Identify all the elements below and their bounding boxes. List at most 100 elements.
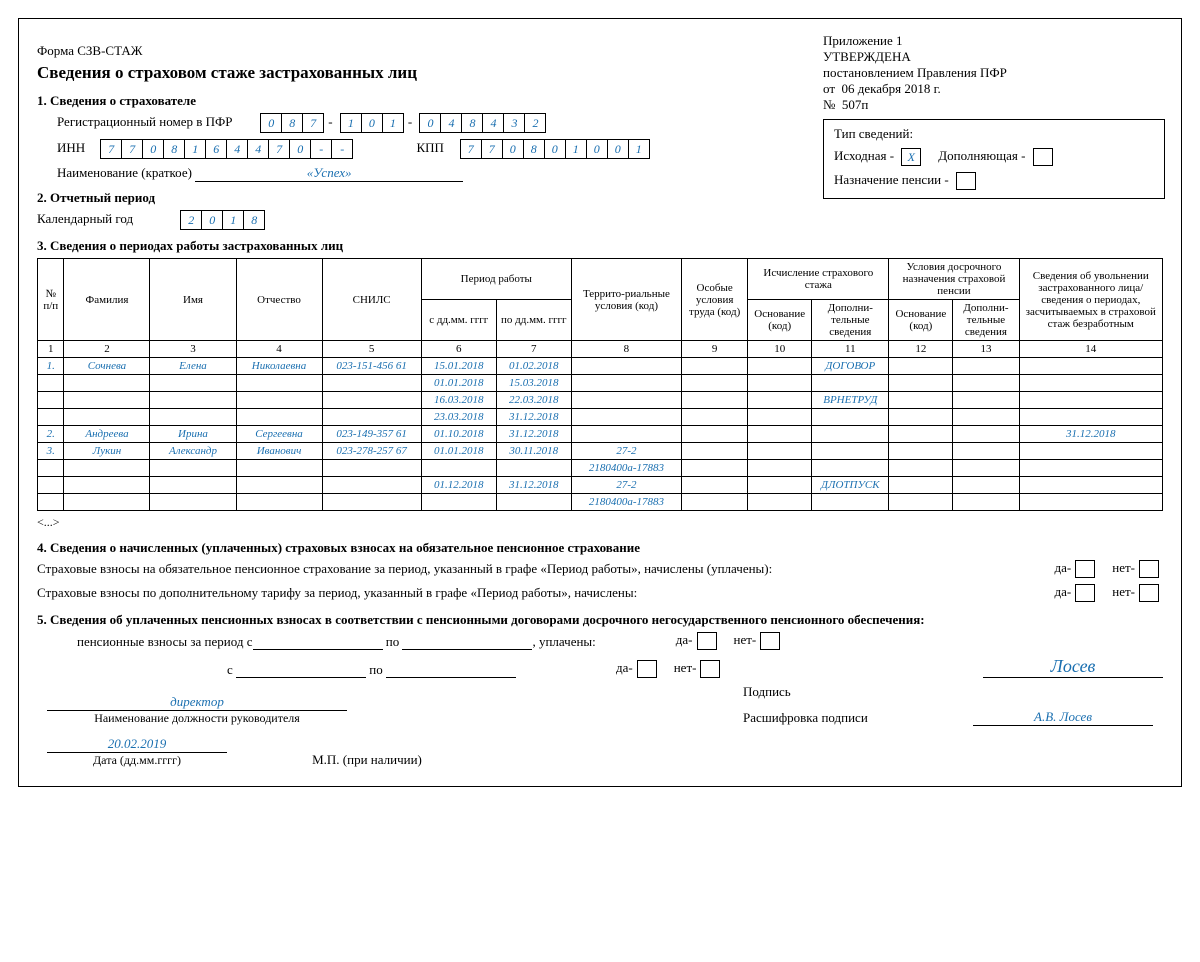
- cell: [236, 494, 322, 511]
- s4-yes1: да-: [1055, 560, 1072, 575]
- digit-cell: -: [331, 139, 353, 159]
- cell: [953, 409, 1019, 426]
- supp-checkbox[interactable]: [1033, 148, 1053, 166]
- digit-cell: 1: [565, 139, 587, 159]
- s4-no2-chk[interactable]: [1139, 584, 1159, 602]
- col-number: 11: [812, 341, 889, 358]
- digit-cell: 8: [243, 210, 265, 230]
- cell: [236, 409, 322, 426]
- digit-cell: 0: [419, 113, 441, 133]
- s5-no1-chk[interactable]: [760, 632, 780, 650]
- cell: [322, 477, 421, 494]
- table-row: 01.12.201831.12.201827-2ДЛОТПУСК: [38, 477, 1163, 494]
- cell: 023-151-456 61: [322, 358, 421, 375]
- s4-no2: нет-: [1112, 584, 1135, 599]
- cell: [1019, 477, 1162, 494]
- cell: [1019, 392, 1162, 409]
- digit-cell: 1: [382, 113, 404, 133]
- cell: [812, 375, 889, 392]
- digit-cell: 1: [222, 210, 244, 230]
- col-number: 10: [748, 341, 812, 358]
- cell: [38, 409, 64, 426]
- cell: [150, 477, 236, 494]
- digit-cell: 0: [142, 139, 164, 159]
- s4-yes2-chk[interactable]: [1075, 584, 1095, 602]
- orig-checkbox[interactable]: X: [901, 148, 921, 166]
- col-name: Имя: [150, 259, 236, 341]
- cell: [682, 358, 748, 375]
- cell: 023-149-357 61: [322, 426, 421, 443]
- reg-part1: 087: [260, 113, 324, 133]
- cell: [322, 494, 421, 511]
- col-patr: Отчество: [236, 259, 322, 341]
- digit-cell: 7: [121, 139, 143, 159]
- cell: [150, 409, 236, 426]
- digit-cell: 2: [180, 210, 202, 230]
- cell: [236, 375, 322, 392]
- digit-cell: 6: [205, 139, 227, 159]
- types-box: Тип сведений: Исходная - X Дополняющая -…: [823, 119, 1165, 199]
- cell: Ирина: [150, 426, 236, 443]
- cell: Сочнева: [64, 358, 150, 375]
- cell: 2180400а-17883: [571, 460, 681, 477]
- reg-part3: 048432: [419, 113, 546, 133]
- cell: [64, 392, 150, 409]
- table-more: <...>: [37, 515, 1163, 530]
- cell: ДОГОВОР: [812, 358, 889, 375]
- cell: [571, 375, 681, 392]
- cell: [571, 409, 681, 426]
- col-period: Период работы: [421, 259, 571, 300]
- s5-yes2-chk[interactable]: [637, 660, 657, 678]
- cell: [812, 460, 889, 477]
- section-5-title: 5. Сведения об уплаченных пенсионных взн…: [37, 612, 1163, 628]
- cell: Александр: [150, 443, 236, 460]
- cell: [38, 460, 64, 477]
- pension-checkbox[interactable]: [956, 172, 976, 190]
- signature-label: Подпись: [743, 684, 963, 700]
- cell: 31.12.2018: [496, 409, 571, 426]
- cell: [1019, 443, 1162, 460]
- digit-cell: 0: [201, 210, 223, 230]
- page-title: Сведения о страховом стаже застрахованны…: [37, 63, 823, 83]
- cell: Андреева: [64, 426, 150, 443]
- s5-from2[interactable]: [236, 677, 366, 678]
- cell: [322, 392, 421, 409]
- supp-label: Дополняющая -: [938, 148, 1025, 163]
- col-number: 14: [1019, 341, 1162, 358]
- cell: [953, 443, 1019, 460]
- col-number: 1: [38, 341, 64, 358]
- digit-cell: 7: [481, 139, 503, 159]
- table-row: 2.АндрееваИринаСергеевна023-149-357 6101…: [38, 426, 1163, 443]
- digit-cell: 7: [460, 139, 482, 159]
- cell: [322, 409, 421, 426]
- table-row: 2180400а-17883: [38, 460, 1163, 477]
- digit-cell: 4: [247, 139, 269, 159]
- form-code: Форма СЗВ-СТАЖ: [37, 43, 823, 59]
- year-label: Календарный год: [37, 211, 177, 227]
- stamp-label: М.П. (при наличии): [237, 752, 497, 768]
- col-to: по дд.мм. гггг: [496, 300, 571, 341]
- s4-no1-chk[interactable]: [1139, 560, 1159, 578]
- cell: [421, 460, 496, 477]
- main-table: № п/п Фамилия Имя Отчество СНИЛС Период …: [37, 258, 1163, 511]
- cell: [682, 426, 748, 443]
- s5-no2-chk[interactable]: [700, 660, 720, 678]
- s5-to2[interactable]: [386, 677, 516, 678]
- s4-no1: нет-: [1112, 560, 1135, 575]
- s5-to1[interactable]: [402, 649, 532, 650]
- cell: [748, 358, 812, 375]
- col-number: 12: [889, 341, 953, 358]
- cell: [571, 426, 681, 443]
- cell: [953, 477, 1019, 494]
- s5-yes1-chk[interactable]: [697, 632, 717, 650]
- reg-part2: 101: [340, 113, 404, 133]
- inn-label: ИНН: [57, 140, 97, 156]
- digit-cell: 8: [163, 139, 185, 159]
- kpp-label: КПП: [417, 140, 457, 156]
- s4-line2: Страховые взносы по дополнительному тари…: [37, 585, 983, 601]
- s5-from1[interactable]: [253, 649, 383, 650]
- cell: [748, 460, 812, 477]
- digit-cell: 0: [544, 139, 566, 159]
- s4-yes1-chk[interactable]: [1075, 560, 1095, 578]
- cell: [682, 392, 748, 409]
